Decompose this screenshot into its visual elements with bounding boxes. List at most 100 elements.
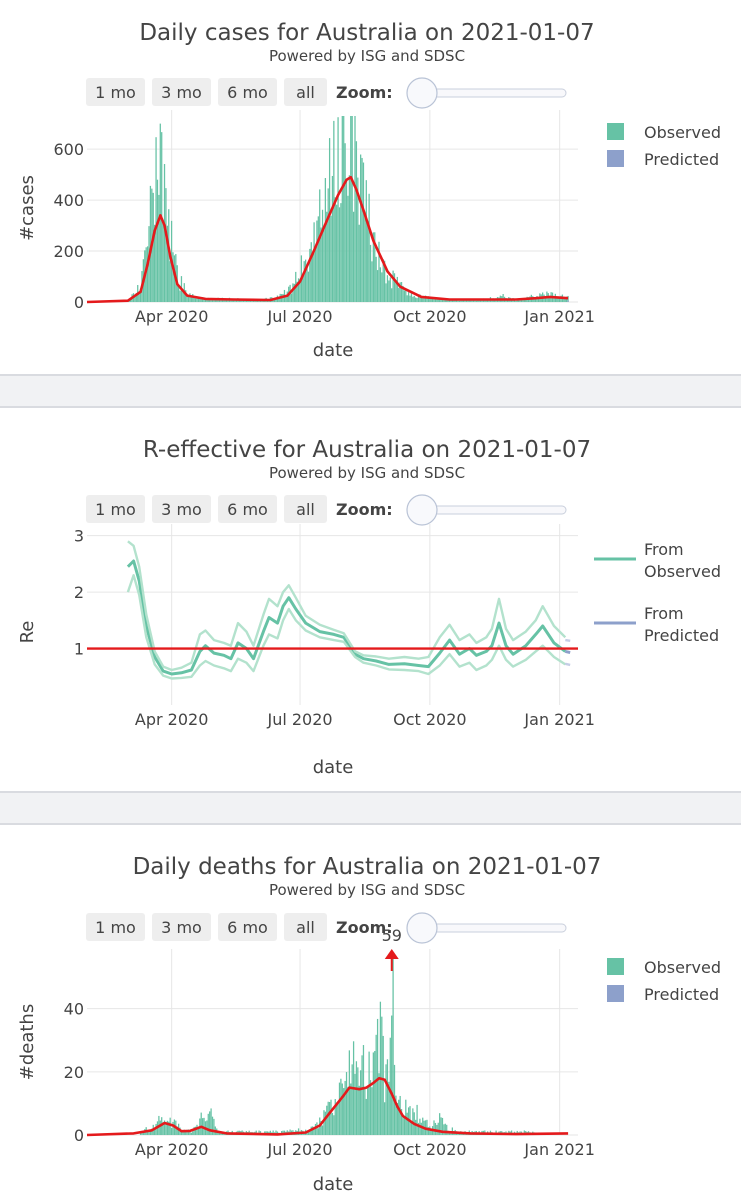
bar (311, 242, 312, 302)
bar (322, 1125, 323, 1135)
bar (172, 1122, 173, 1135)
bar (416, 298, 417, 302)
chart-title: R-effective for Australia on 2021-01-07 (143, 437, 591, 463)
zoom-slider[interactable] (407, 78, 566, 108)
range-button-all[interactable]: all (284, 495, 327, 523)
bar (381, 1017, 382, 1135)
bar (171, 1128, 172, 1135)
bar (363, 163, 364, 302)
x-tick-label: Jul 2020 (266, 1140, 332, 1159)
range-button-1mo[interactable]: 1 mo (86, 913, 145, 941)
range-button-label: 3 mo (161, 500, 202, 519)
bar (325, 1112, 326, 1135)
zoom-label: Zoom: (336, 500, 393, 519)
legend-item-from-predicted[interactable]: From Predicted (594, 604, 719, 645)
range-selector: 1 mo 3 mo 6 mo all Zoom: (86, 913, 393, 941)
bar (383, 1036, 384, 1135)
x-tick-label: Apr 2020 (135, 710, 208, 729)
bar (344, 143, 345, 302)
deaths-panel: Daily deaths for Australia on 2021-01-07… (0, 828, 741, 1200)
bar (340, 203, 341, 302)
y-axis-title: #deaths (17, 1004, 38, 1080)
range-selector: 1 mo 3 mo 6 mo all Zoom: (86, 495, 393, 523)
bar (346, 181, 347, 302)
bar (157, 180, 158, 302)
annotation-label: 59 (382, 926, 402, 945)
bar (392, 271, 393, 302)
y-tick-label: 0 (74, 1126, 84, 1145)
bar (347, 1087, 348, 1135)
zoom-slider-handle[interactable] (407, 913, 437, 943)
bar (390, 1038, 391, 1135)
bar (368, 194, 369, 302)
bar (179, 291, 180, 302)
zoom-slider-handle[interactable] (407, 78, 437, 108)
bar (416, 1105, 417, 1135)
bar (373, 1052, 374, 1135)
range-button-label: 3 mo (161, 918, 202, 937)
legend-item-from-observed[interactable]: From Observed (594, 540, 721, 581)
range-button-label: 6 mo (227, 500, 268, 519)
range-button-label: 6 mo (227, 83, 268, 102)
range-button-3mo[interactable]: 3 mo (152, 913, 211, 941)
bar (189, 293, 190, 302)
bar (332, 176, 333, 302)
range-button-1mo[interactable]: 1 mo (86, 78, 145, 106)
legend-item-observed[interactable]: Observed (607, 123, 721, 142)
range-button-6mo[interactable]: 6 mo (218, 495, 277, 523)
range-button-all[interactable]: all (284, 913, 327, 941)
model-line (87, 1078, 568, 1135)
legend-item-predicted[interactable]: Predicted (607, 150, 719, 169)
bar (342, 116, 343, 302)
legend-item-observed[interactable]: Observed (607, 958, 721, 977)
panel-divider (0, 374, 741, 408)
bar (426, 1120, 427, 1135)
range-button-1mo[interactable]: 1 mo (86, 495, 145, 523)
bar (333, 121, 334, 302)
bar (349, 175, 350, 302)
bar (398, 1100, 399, 1135)
range-button-3mo[interactable]: 3 mo (152, 78, 211, 106)
legend-item-predicted[interactable]: Predicted (607, 985, 719, 1004)
zoom-slider-handle[interactable] (407, 495, 437, 525)
bar (330, 216, 331, 302)
y-tick-label: 1 (74, 640, 84, 659)
y-tick-label: 0 (74, 293, 84, 312)
range-button-all[interactable]: all (284, 78, 327, 106)
bar (371, 1087, 372, 1135)
bar (160, 1121, 161, 1135)
legend-label-line1: From (644, 540, 684, 559)
y-tick-label: 2 (74, 583, 84, 602)
y-tick-label: 20 (64, 1063, 84, 1082)
legend: Observed Predicted (607, 958, 721, 1004)
bar (392, 958, 393, 1135)
x-tick-label: Oct 2020 (393, 307, 466, 326)
bar (292, 283, 293, 302)
zoom-slider[interactable] (407, 913, 566, 943)
zoom-slider[interactable] (407, 495, 566, 525)
bar (360, 1070, 361, 1135)
range-button-3mo[interactable]: 3 mo (152, 495, 211, 523)
legend-swatch-predicted (607, 985, 624, 1002)
bar (366, 180, 367, 302)
bar (191, 1133, 192, 1135)
legend-label-line2: Predicted (644, 626, 719, 645)
bar (343, 116, 344, 302)
range-button-label: all (296, 500, 315, 519)
range-button-6mo[interactable]: 6 mo (218, 913, 277, 941)
range-button-label: 1 mo (95, 83, 136, 102)
re-interval-line (565, 640, 572, 641)
range-button-6mo[interactable]: 6 mo (218, 78, 277, 106)
bar (212, 1117, 213, 1135)
x-tick-label: Oct 2020 (393, 1140, 466, 1159)
bar (414, 296, 415, 302)
bar (330, 1100, 331, 1135)
bar (352, 116, 353, 302)
bar (435, 299, 436, 302)
legend-label: Predicted (644, 150, 719, 169)
bar (308, 272, 309, 302)
bar (376, 1035, 377, 1135)
bar (380, 1002, 381, 1135)
